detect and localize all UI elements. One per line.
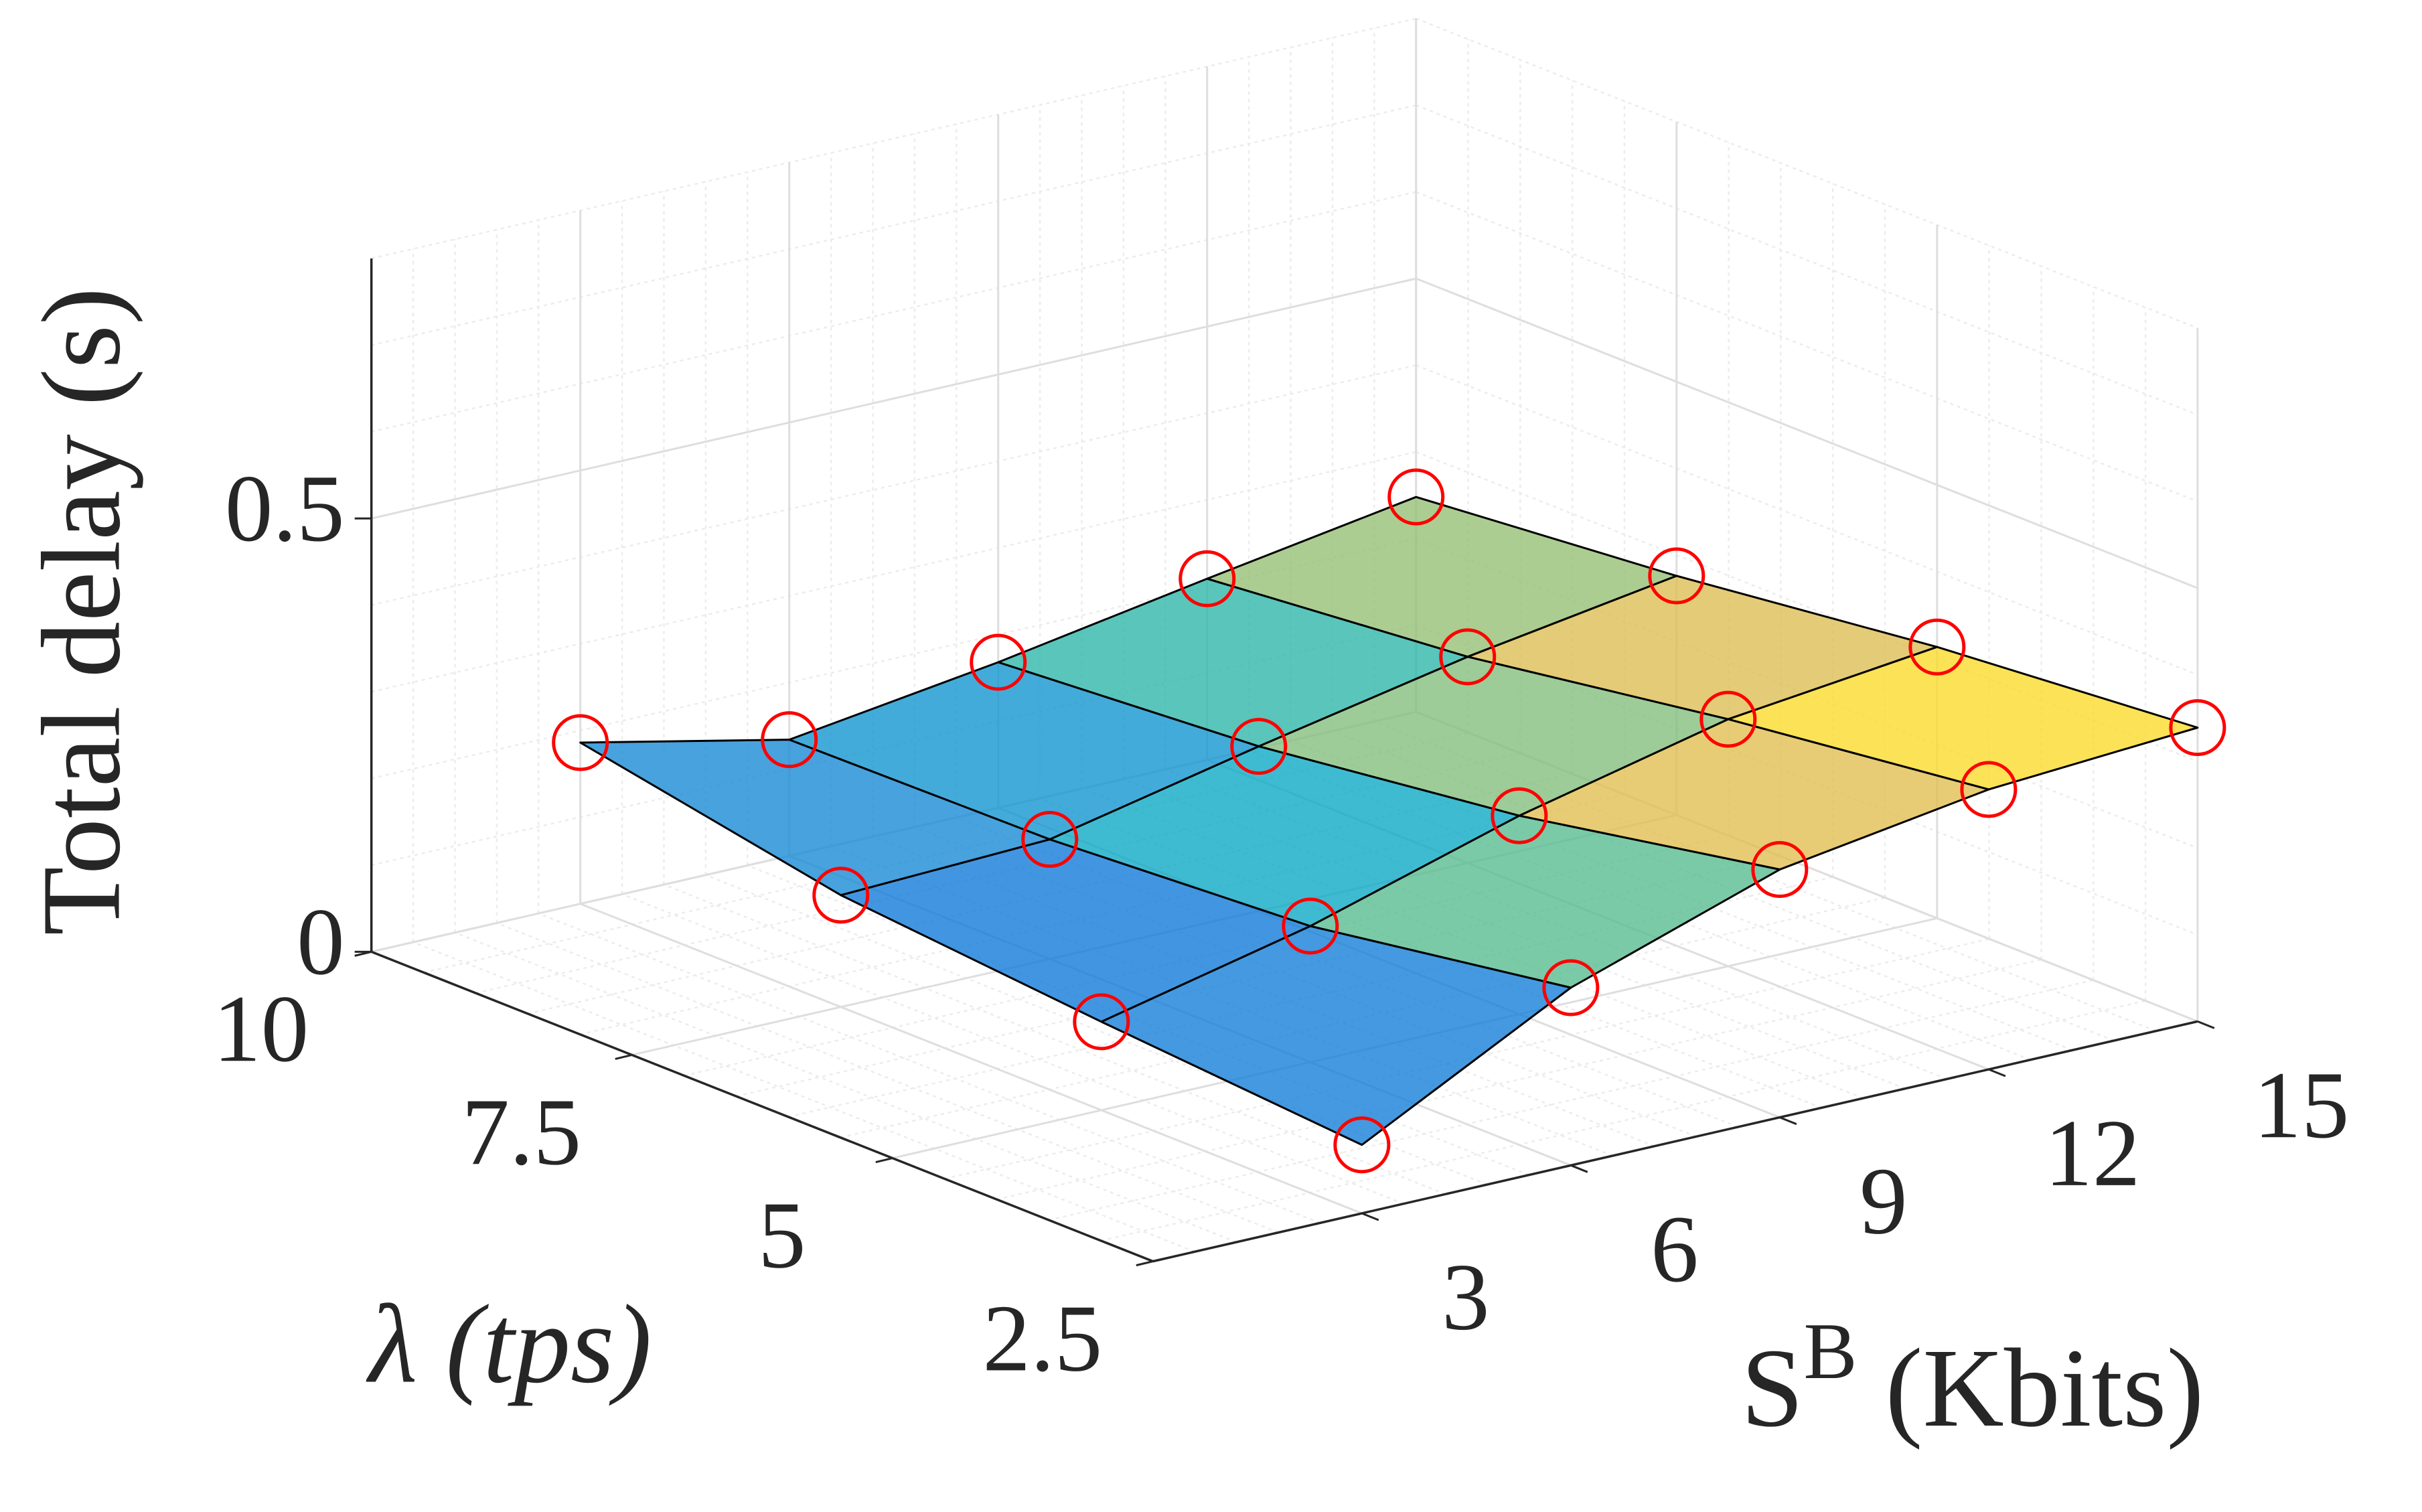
- tick-mark: [2197, 1020, 2215, 1029]
- minor-grid-line: [371, 191, 1417, 433]
- y-axis-line: [371, 950, 1154, 1263]
- data-marker: [1960, 761, 2018, 818]
- tick-mark: [1988, 1068, 2006, 1077]
- data-marker: [2169, 699, 2226, 757]
- x-label-rest: (Kbits): [1857, 1326, 2204, 1450]
- minor-grid-line: [1048, 979, 2094, 1221]
- y-axis-label: λ (tps): [366, 1282, 652, 1407]
- x-axis-line: [1152, 1020, 2198, 1263]
- y-tick-label: 5: [758, 1182, 806, 1288]
- data-marker: [1230, 718, 1288, 775]
- minor-grid-line: [1416, 104, 2198, 416]
- data-marker: [1387, 468, 1445, 526]
- data-marker: [1179, 550, 1236, 607]
- x-tick-label: 3: [1442, 1244, 1490, 1350]
- x-label-base: S: [1741, 1326, 1803, 1450]
- minor-grid-line: [621, 893, 1404, 1205]
- x-tick-label: 12: [2044, 1100, 2140, 1206]
- x-tick-label: 6: [1651, 1196, 1699, 1302]
- data-marker: [1021, 811, 1079, 868]
- tick-mark: [1779, 1116, 1797, 1126]
- data-marker: [1908, 618, 1966, 676]
- tick-mark: [1361, 1212, 1379, 1221]
- tick-mark: [1570, 1164, 1588, 1173]
- minor-grid-line: [412, 941, 1195, 1253]
- x-label-sup: B: [1803, 1306, 1857, 1395]
- minor-grid-line: [840, 897, 1886, 1138]
- grid-line: [580, 903, 1363, 1215]
- minor-grid-line: [371, 104, 1417, 346]
- tick-mark: [615, 1053, 633, 1060]
- minor-grid-line: [1100, 1000, 2146, 1242]
- tick-mark: [875, 1157, 893, 1163]
- data-marker: [552, 714, 609, 771]
- minor-grid-line: [664, 883, 1446, 1195]
- data-marker: [970, 633, 1027, 691]
- surface: [579, 496, 2199, 1146]
- grid-line: [371, 277, 1417, 520]
- minor-grid-line: [371, 17, 1417, 260]
- x-tick-label: 9: [1860, 1148, 1908, 1254]
- data-marker: [812, 866, 870, 924]
- minor-grid-line: [371, 451, 1417, 693]
- x-axis-label: SB (Kbits): [1741, 1306, 2204, 1450]
- y-tick-label: 7.5: [461, 1079, 581, 1185]
- grid: [370, 17, 2199, 1263]
- data-marker: [1333, 1116, 1391, 1174]
- z-tick-label: 0: [297, 889, 345, 994]
- minor-grid-line: [371, 364, 1417, 606]
- y-tick-label: 2.5: [982, 1285, 1102, 1391]
- axes: 3 6 9 12 15 2.5 5 7.5 100 0.5: [213, 258, 2349, 1391]
- surface-face: [1100, 925, 1572, 1146]
- tick-mark: [1136, 1260, 1154, 1267]
- data-marker: [1439, 628, 1497, 686]
- minor-grid-line: [496, 922, 1279, 1233]
- grid-line: [1416, 277, 2198, 589]
- data-marker: [1751, 841, 1809, 899]
- minor-grid-line: [1416, 17, 2198, 329]
- minor-grid-line: [944, 937, 1989, 1180]
- data-marker: [1699, 690, 1757, 748]
- markers: [552, 468, 2226, 1174]
- data-marker: [1648, 547, 1706, 605]
- y-tick-label: 10: [213, 976, 309, 1081]
- minor-grid-line: [455, 931, 1237, 1243]
- minor-grid-line: [1416, 191, 2198, 502]
- x-tick-label: 15: [2253, 1052, 2349, 1158]
- z-tick-label: 0.5: [225, 455, 345, 561]
- minor-grid-line: [996, 958, 2042, 1201]
- data-marker: [761, 711, 818, 769]
- data-marker: [1542, 959, 1600, 1016]
- minor-grid-line: [1416, 364, 2198, 676]
- minor-grid-line: [538, 912, 1320, 1224]
- data-marker: [1282, 897, 1339, 955]
- z-axis-label: Total delay (s): [19, 287, 144, 935]
- data-marker: [1491, 787, 1548, 844]
- data-marker: [1073, 993, 1130, 1051]
